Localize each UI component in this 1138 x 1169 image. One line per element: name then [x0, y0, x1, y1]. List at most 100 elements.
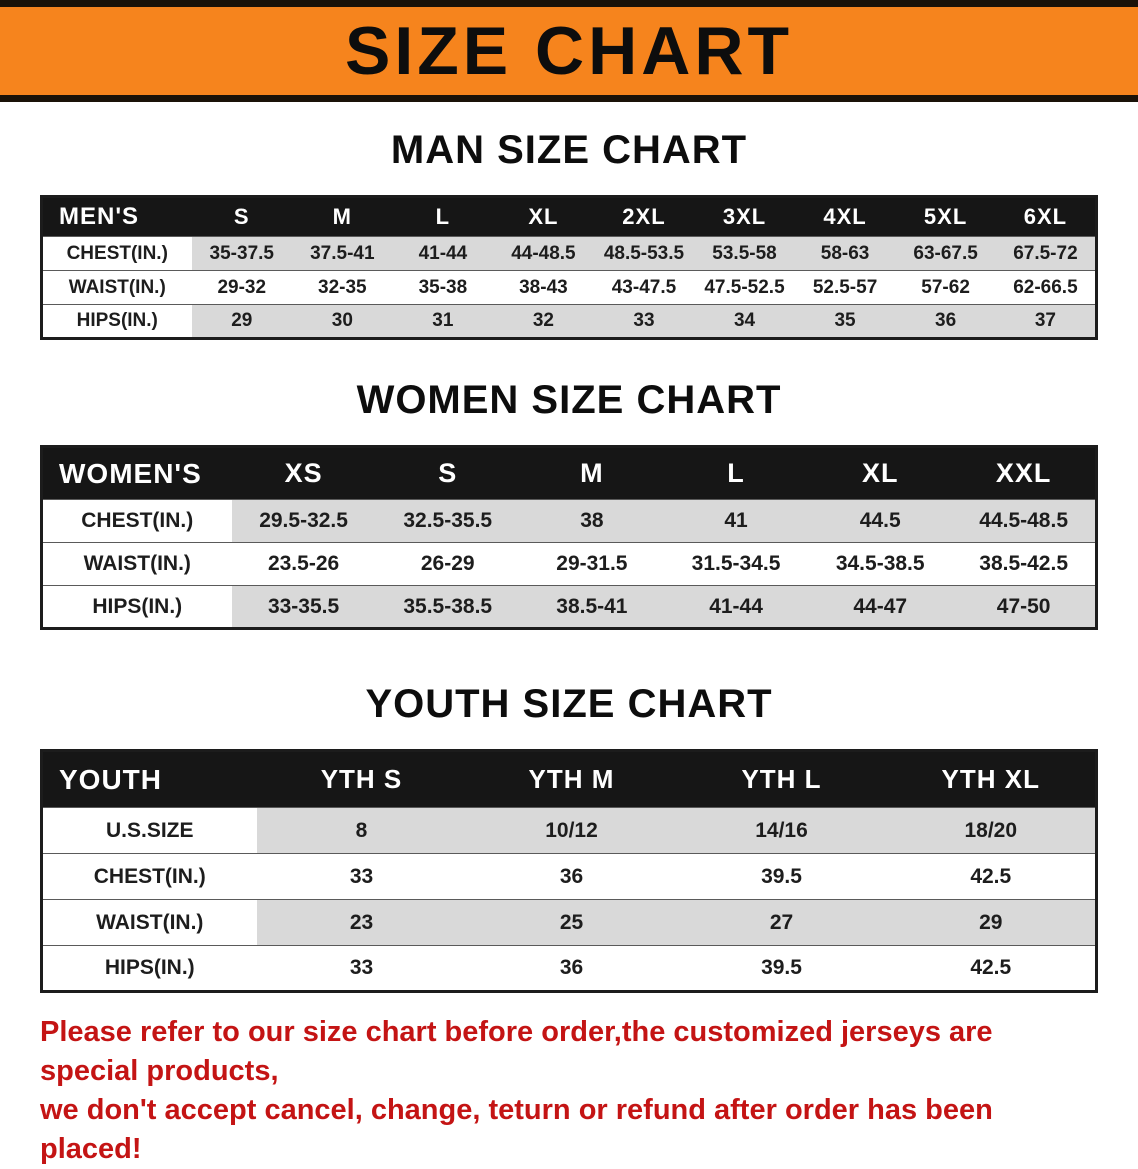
measurement-value: 41-44: [392, 236, 494, 271]
table-corner-label: YOUTH: [41, 750, 257, 808]
measurement-value: 42.5: [886, 853, 1097, 900]
notice-line-2: we don't accept cancel, change, teturn o…: [40, 1094, 993, 1165]
measurement-value: 29: [191, 304, 293, 339]
measurement-value: 30: [292, 304, 393, 339]
measurement-value: 18/20: [886, 807, 1097, 854]
measurement-label: CHEST(IN.): [41, 499, 232, 543]
measurement-value: 29: [886, 899, 1097, 946]
measurement-value: 31: [392, 304, 494, 339]
measurement-value: 32: [493, 304, 594, 339]
measurement-value: 37: [995, 304, 1097, 339]
measurement-value: 36: [895, 304, 996, 339]
measurement-value: 8: [256, 807, 467, 854]
measurement-row: WAIST(IN.) 23.5-26 26-29 29-31.5 31.5-34.5 34…: [41, 542, 1097, 586]
measurement-value: 44.5-48.5: [952, 499, 1097, 543]
size-column-header: 6XL: [995, 196, 1097, 237]
size-column-header: YTH L: [676, 750, 887, 808]
notice-line-1: Please refer to our size chart before or…: [40, 1016, 993, 1087]
table-corner-label: MEN'S: [41, 196, 192, 237]
measurement-value: 38: [519, 499, 664, 543]
measurement-value: 44.5: [808, 499, 953, 543]
measurement-value: 10/12: [466, 807, 677, 854]
measurement-value: 39.5: [676, 945, 887, 992]
measurement-value: 34.5-38.5: [808, 542, 953, 586]
measurement-value: 33: [256, 853, 467, 900]
size-column-header: S: [375, 446, 520, 500]
measurement-value: 47-50: [952, 585, 1097, 629]
size-column-header: YTH S: [256, 750, 467, 808]
measurement-value: 37.5-41: [292, 236, 393, 271]
size-column-header: M: [519, 446, 664, 500]
size-column-header: L: [663, 446, 809, 500]
measurement-label: HIPS(IN.): [41, 304, 192, 339]
men-header-row: MEN'S S M L XL 2XL 3XL 4XL 5XL 6XL: [41, 196, 1097, 237]
measurement-row: CHEST(IN.) 33 36 39.5 42.5: [41, 853, 1097, 900]
women-section-heading: WOMEN SIZE CHART: [356, 378, 782, 422]
measurement-value: 52.5-57: [794, 270, 896, 305]
size-column-header: M: [292, 196, 393, 237]
size-column-header: YTH M: [466, 750, 677, 808]
measurement-value: 29-32: [191, 270, 293, 305]
measurement-value: 25: [466, 899, 677, 946]
size-column-header: 5XL: [895, 196, 996, 237]
measurement-row: WAIST(IN.) 29-32 32-35 35-38 38-43 43-47.5 47.…: [41, 270, 1097, 305]
measurement-value: 38-43: [493, 270, 594, 305]
section-women: WOMEN SIZE CHART WOMEN'S XS S M L XL XXL CHEST…: [0, 378, 1138, 630]
section-men: MAN SIZE CHART MEN'S S M L XL 2XL 3XL 4XL 5XL 6XL…: [0, 128, 1138, 340]
measurement-label: WAIST(IN.): [41, 542, 232, 586]
size-column-header: XS: [231, 446, 376, 500]
measurement-value: 26-29: [375, 542, 520, 586]
measurement-row: HIPS(IN.) 29 30 31 32 33 34 35 36 37: [41, 304, 1097, 339]
size-column-header: 2XL: [593, 196, 695, 237]
measurement-value: 35-38: [392, 270, 494, 305]
measurement-row: U.S.SIZE 8 10/12 14/16 18/20: [41, 807, 1097, 854]
youth-size-table: YOUTH YTH S YTH M YTH L YTH XL U.S.SIZE 8 10/1…: [40, 749, 1098, 993]
section-youth: YOUTH SIZE CHART YOUTH YTH S YTH M YTH L YTH…: [0, 682, 1138, 993]
measurement-value: 53.5-58: [694, 236, 795, 271]
measurement-row: CHEST(IN.) 29.5-32.5 32.5-35.5 38 41 44.5 44.5…: [41, 499, 1097, 543]
measurement-value: 43-47.5: [593, 270, 695, 305]
measurement-value: 29.5-32.5: [231, 499, 376, 543]
measurement-value: 31.5-34.5: [663, 542, 809, 586]
measurement-value: 36: [466, 853, 677, 900]
measurement-value: 27: [676, 899, 887, 946]
size-column-header: YTH XL: [886, 750, 1097, 808]
youth-header-row: YOUTH YTH S YTH M YTH L YTH XL: [41, 750, 1097, 808]
measurement-row: HIPS(IN.) 33-35.5 35.5-38.5 38.5-41 41-44 44-…: [41, 585, 1097, 629]
table-corner-label: WOMEN'S: [41, 446, 232, 500]
measurement-label: WAIST(IN.): [41, 270, 192, 305]
measurement-value: 42.5: [886, 945, 1097, 992]
page-title: SIZE CHART: [345, 13, 793, 89]
size-column-header: XL: [808, 446, 953, 500]
measurement-value: 14/16: [676, 807, 887, 854]
women-size-table: WOMEN'S XS S M L XL XXL CHEST(IN.) 29.5-32.5 32.…: [40, 445, 1098, 630]
measurement-value: 38.5-41: [519, 585, 664, 629]
measurement-value: 35: [794, 304, 896, 339]
measurement-label: HIPS(IN.): [41, 585, 232, 629]
measurement-value: 47.5-52.5: [694, 270, 795, 305]
size-column-header: XXL: [952, 446, 1097, 500]
measurement-value: 41-44: [663, 585, 809, 629]
measurement-value: 34: [694, 304, 795, 339]
measurement-value: 57-62: [895, 270, 996, 305]
women-header-row: WOMEN'S XS S M L XL XXL: [41, 446, 1097, 500]
measurement-value: 23.5-26: [231, 542, 376, 586]
size-column-header: 3XL: [694, 196, 795, 237]
measurement-value: 29-31.5: [519, 542, 664, 586]
measurement-value: 33-35.5: [231, 585, 376, 629]
measurement-value: 33: [256, 945, 467, 992]
men-section-heading: MAN SIZE CHART: [390, 128, 748, 172]
measurement-label: U.S.SIZE: [41, 807, 257, 854]
measurement-value: 44-48.5: [493, 236, 594, 271]
measurement-value: 67.5-72: [995, 236, 1097, 271]
measurement-value: 48.5-53.5: [593, 236, 695, 271]
measurement-label: CHEST(IN.): [41, 236, 192, 271]
measurement-value: 41: [663, 499, 809, 543]
measurement-value: 32-35: [292, 270, 393, 305]
measurement-label: CHEST(IN.): [41, 853, 257, 900]
measurement-value: 44-47: [808, 585, 953, 629]
measurement-value: 23: [256, 899, 467, 946]
measurement-label: WAIST(IN.): [41, 899, 257, 946]
measurement-row: HIPS(IN.) 33 36 39.5 42.5: [41, 945, 1097, 992]
